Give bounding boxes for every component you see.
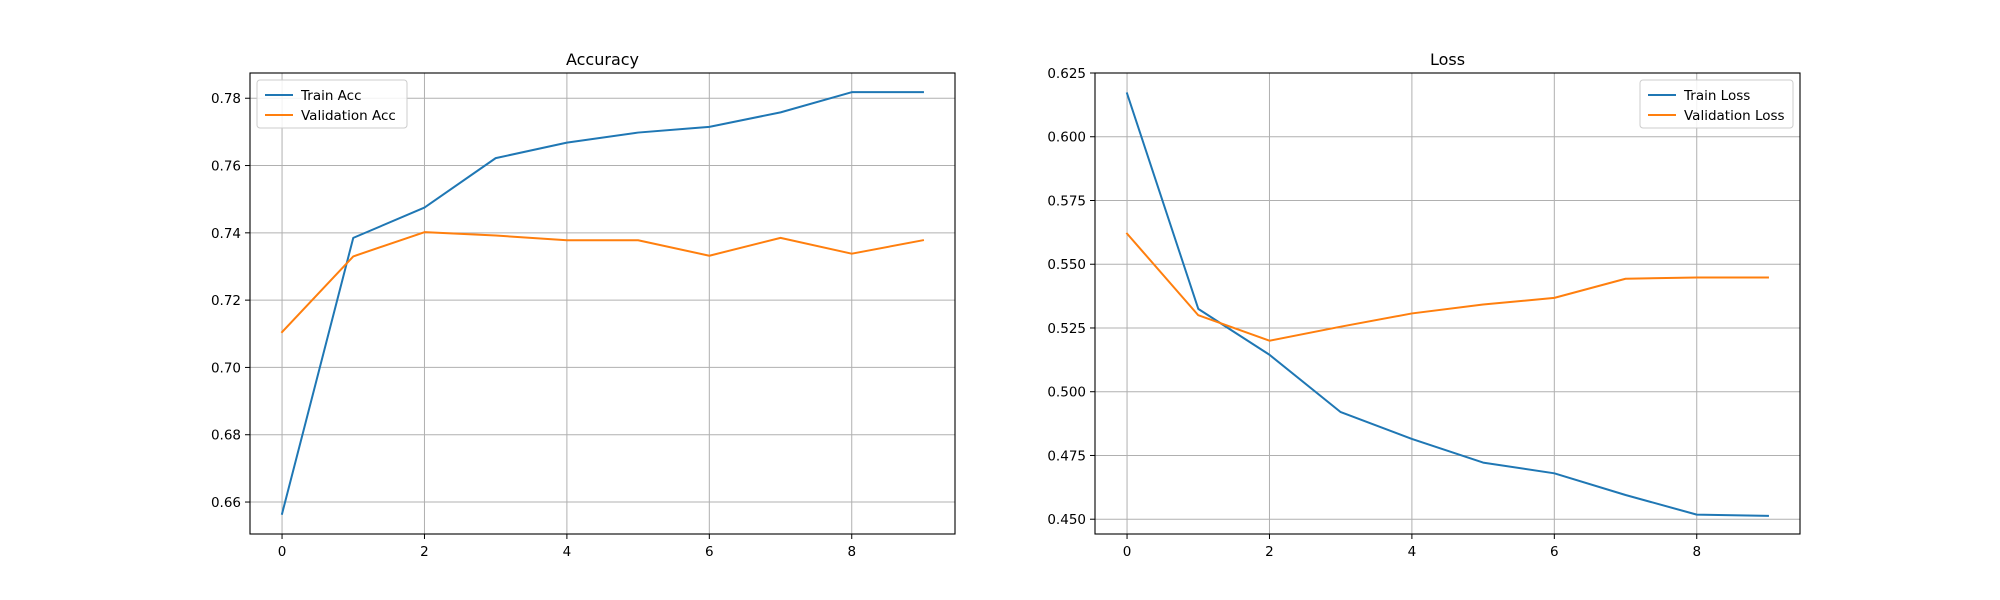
grid <box>1095 72 1800 534</box>
accuracy-chart: 0 2 4 6 8 0.66 0.68 0.70 0.72 0.74 0.76 0.78 Accurac… <box>211 50 956 560</box>
x-tick-label: 4 <box>1408 544 1417 560</box>
legend-label: Train Acc <box>300 88 362 104</box>
legend-label: Validation Acc <box>301 108 396 124</box>
x-tick-label: 4 <box>563 544 572 560</box>
x-tick-label: 0 <box>278 544 287 560</box>
legend-label: Train Loss <box>1683 88 1750 104</box>
validation-loss-line <box>1125 232 1769 342</box>
chart-title: Loss <box>1430 50 1465 69</box>
y-tick-label: 0.72 <box>211 293 241 309</box>
y-tick-label: 0.625 <box>1047 66 1086 82</box>
y-tick-label: 0.500 <box>1047 385 1086 401</box>
plot-frame <box>249 72 956 535</box>
legend-box <box>1639 79 1794 129</box>
x-tick-label: 6 <box>1550 544 1559 560</box>
y-tick-label: 0.66 <box>211 495 241 511</box>
train-loss-line <box>1125 92 1769 517</box>
y-tick-label: 0.450 <box>1047 512 1086 528</box>
legend: Train Loss Validation Loss <box>1639 79 1794 129</box>
x-tick-label: 2 <box>1265 544 1274 560</box>
y-tick-label: 0.70 <box>211 360 241 376</box>
legend-box <box>256 79 408 129</box>
validation-acc-line <box>280 231 925 334</box>
x-tick-label: 2 <box>420 544 429 560</box>
y-tick-label: 0.525 <box>1047 321 1086 337</box>
x-tick-label: 0 <box>1123 544 1132 560</box>
y-tick-label: 0.74 <box>211 226 241 242</box>
train-acc-line <box>280 91 924 516</box>
legend: Train Acc Validation Acc <box>256 79 408 129</box>
y-tick-label: 0.600 <box>1047 130 1086 146</box>
legend-label: Validation Loss <box>1684 108 1785 124</box>
y-tick-label: 0.78 <box>211 91 241 107</box>
y-tick-label: 0.550 <box>1047 257 1086 273</box>
chart-title: Accuracy <box>566 50 639 69</box>
loss-chart: 0 2 4 6 8 0.450 0.475 0.500 0.525 0.550 0.575 0.600… <box>1047 50 1801 560</box>
plot-frame <box>1094 72 1801 535</box>
x-tick-label: 8 <box>1692 544 1701 560</box>
y-tick-label: 0.575 <box>1047 193 1086 209</box>
x-tick-label: 6 <box>705 544 714 560</box>
y-tick-label: 0.475 <box>1047 448 1086 464</box>
grid <box>250 73 955 534</box>
x-tick-label: 8 <box>847 544 856 560</box>
y-tick-label: 0.68 <box>211 428 241 444</box>
y-tick-label: 0.76 <box>211 159 241 175</box>
